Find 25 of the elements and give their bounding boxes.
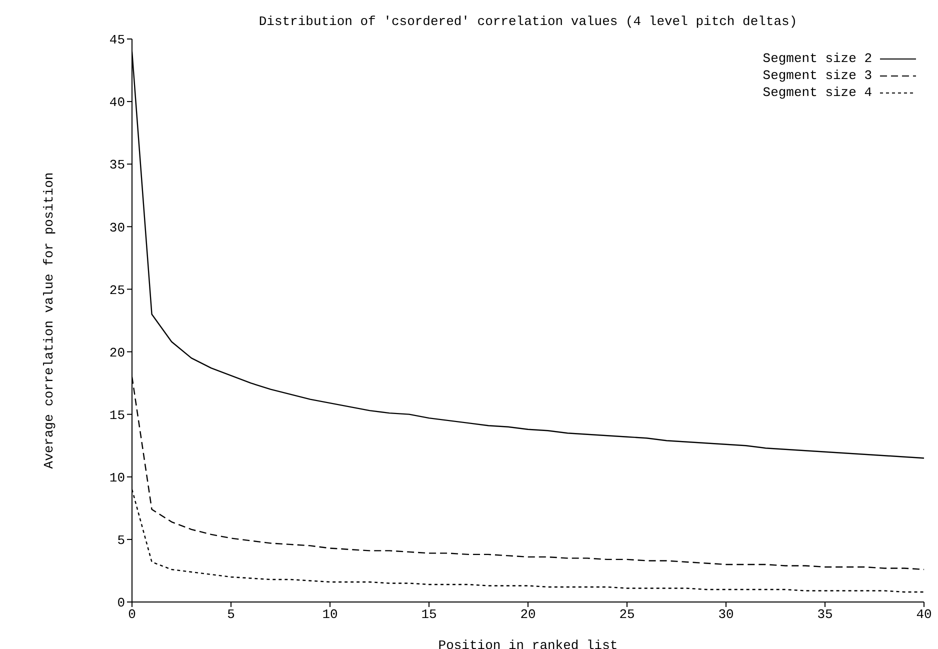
chart-title: Distribution of 'csordered' correlation values (4 level pitch deltas) bbox=[258, 14, 798, 29]
y-tick-label: 20 bbox=[109, 345, 125, 360]
legend-label: Segment size 2 bbox=[762, 50, 872, 67]
y-tick-label: 30 bbox=[109, 220, 125, 236]
y-tick-label: 35 bbox=[109, 158, 125, 173]
x-tick-label: 35 bbox=[817, 607, 833, 622]
y-tick-label: 5 bbox=[117, 533, 125, 548]
y-tick-label: 45 bbox=[109, 32, 125, 48]
x-tick-label: 5 bbox=[227, 607, 235, 622]
legend-label: Segment size 3 bbox=[762, 67, 872, 84]
y-tick-label: 0 bbox=[117, 596, 125, 611]
x-tick-label: 0 bbox=[128, 607, 136, 622]
x-tick-label: 25 bbox=[619, 607, 635, 622]
legend-label: Segment size 4 bbox=[762, 84, 872, 101]
x-axis-title: Position in ranked list bbox=[438, 638, 618, 649]
y-tick-label: 15 bbox=[109, 408, 125, 423]
x-tick-label: 20 bbox=[520, 607, 536, 622]
y-tick-label: 40 bbox=[109, 95, 125, 110]
x-tick-label: 40 bbox=[916, 607, 932, 622]
x-tick-label: 15 bbox=[421, 607, 437, 622]
y-tick-label: 25 bbox=[109, 282, 125, 298]
y-tick-label: 10 bbox=[109, 470, 125, 486]
x-tick-label: 30 bbox=[718, 607, 734, 622]
x-tick-label: 10 bbox=[322, 607, 338, 622]
y-axis-title: Average correlation value for position bbox=[42, 172, 57, 469]
